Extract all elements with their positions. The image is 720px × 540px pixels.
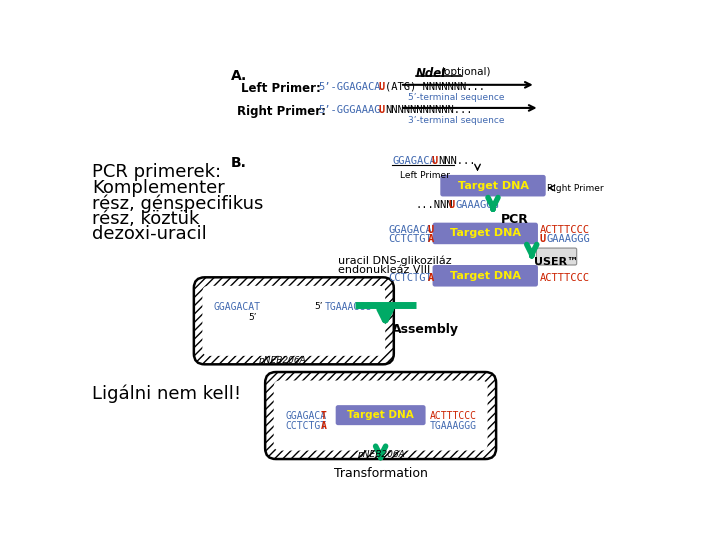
FancyBboxPatch shape <box>274 381 487 450</box>
Text: CCTCTGT: CCTCTGT <box>388 273 432 283</box>
Text: (ATG) NNNNNNN...: (ATG) NNNNNNN... <box>385 82 485 92</box>
FancyBboxPatch shape <box>265 372 496 459</box>
Text: ...NNN: ...NNN <box>415 200 453 210</box>
FancyBboxPatch shape <box>441 175 546 197</box>
Text: A: A <box>428 273 434 283</box>
Text: U: U <box>378 82 384 92</box>
Text: A: A <box>428 234 434 244</box>
Text: rész, köztük: rész, köztük <box>92 210 199 227</box>
Text: U: U <box>448 200 454 210</box>
Text: uracil DNS-glikoziláz: uracil DNS-glikoziláz <box>338 256 451 266</box>
Text: Target DNA: Target DNA <box>450 228 521 239</box>
Text: Left Primer: Left Primer <box>400 171 450 180</box>
Text: Komplementer: Komplementer <box>92 179 225 197</box>
Text: 5’-terminal sequence: 5’-terminal sequence <box>408 92 504 102</box>
Text: U: U <box>431 156 437 166</box>
Text: T: T <box>321 411 327 421</box>
Text: ACTTTCCC: ACTTTCCC <box>539 225 590 235</box>
Text: NNN...: NNN... <box>438 156 475 166</box>
Text: USER™: USER™ <box>534 257 579 267</box>
Text: 5’-GGGAAAG: 5’-GGGAAAG <box>319 105 381 115</box>
Text: rész, génspecifikus: rész, génspecifikus <box>92 194 264 213</box>
Text: Left Primer:: Left Primer: <box>241 82 321 94</box>
Text: NdeI: NdeI <box>415 67 446 80</box>
Text: CCTCTGT: CCTCTGT <box>285 421 326 430</box>
Text: PCR primerek:: PCR primerek: <box>92 164 222 181</box>
FancyBboxPatch shape <box>202 286 385 356</box>
Text: 3’-terminal sequence: 3’-terminal sequence <box>408 116 504 125</box>
Text: Target DNA: Target DNA <box>347 410 414 420</box>
Text: PCR: PCR <box>500 213 528 226</box>
Text: GGAGACAT: GGAGACAT <box>214 302 261 312</box>
Text: pNEB206A: pNEB206A <box>258 356 306 365</box>
FancyBboxPatch shape <box>433 222 538 244</box>
FancyBboxPatch shape <box>433 265 538 287</box>
Text: NNNNNNNNNNN...: NNNNNNNNNNN... <box>385 105 473 115</box>
Text: ACTTTCCC: ACTTTCCC <box>539 273 590 283</box>
Text: U: U <box>539 234 546 244</box>
Text: GGAGACA: GGAGACA <box>392 156 436 166</box>
Text: A.: A. <box>231 69 247 83</box>
Text: 5’-GGAGACA: 5’-GGAGACA <box>319 82 381 92</box>
Text: Right Primer: Right Primer <box>547 184 604 193</box>
Text: Target DNA: Target DNA <box>450 271 521 281</box>
Text: CCTCTGT: CCTCTGT <box>388 234 432 244</box>
Text: U: U <box>378 105 384 115</box>
Text: Right Primer:: Right Primer: <box>238 105 326 118</box>
Text: endonukleáz VIII: endonukleáz VIII <box>338 265 431 275</box>
Text: 5’: 5’ <box>315 302 323 311</box>
Text: B.: B. <box>231 156 247 170</box>
Text: Assembly: Assembly <box>392 323 459 336</box>
Text: ACTTTCCC: ACTTTCCC <box>429 411 477 421</box>
Text: (optional): (optional) <box>441 67 491 77</box>
Text: pNEB206A: pNEB206A <box>356 450 405 459</box>
Text: 5’: 5’ <box>248 313 256 322</box>
Text: dezoxi-uracil: dezoxi-uracil <box>92 225 207 243</box>
FancyBboxPatch shape <box>194 278 394 364</box>
Text: U: U <box>428 225 434 235</box>
Text: GAAAGGG: GAAAGGG <box>546 234 590 244</box>
Text: GAAAGGG: GAAAGGG <box>455 200 499 210</box>
Text: TGAAAGGG: TGAAAGGG <box>325 302 372 312</box>
Text: GGAGACA: GGAGACA <box>285 411 326 421</box>
Text: Ligálni nem kell!: Ligálni nem kell! <box>92 384 241 403</box>
Text: GGAGACA: GGAGACA <box>388 225 432 235</box>
FancyBboxPatch shape <box>536 248 577 265</box>
Text: TGAAAGGG: TGAAAGGG <box>429 421 477 430</box>
Text: A: A <box>321 421 327 430</box>
FancyBboxPatch shape <box>336 405 426 425</box>
Text: Target DNA: Target DNA <box>457 181 528 191</box>
Text: Transformation: Transformation <box>333 467 428 480</box>
